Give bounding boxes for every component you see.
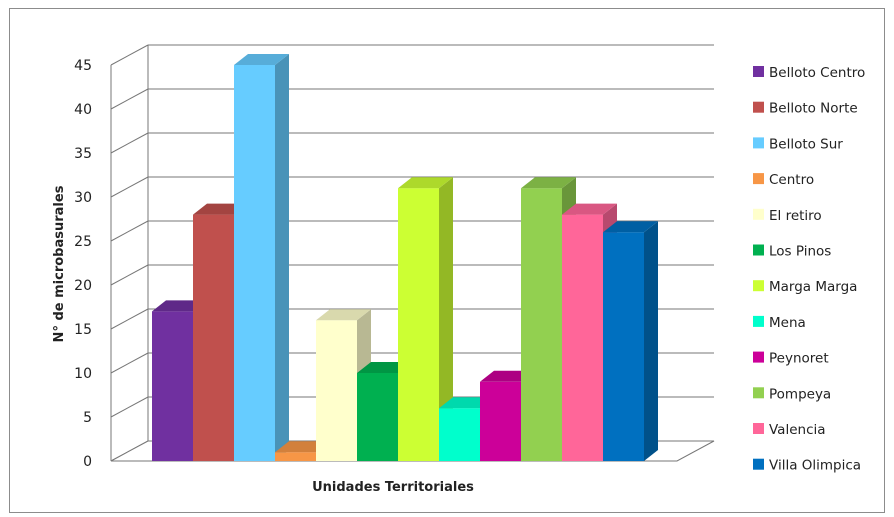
bar-side: [644, 221, 658, 461]
legend-label: Belloto Norte: [769, 101, 858, 117]
gridline-diagonal: [110, 220, 149, 242]
gridline-diagonal: [110, 396, 149, 418]
bar-top: [398, 177, 453, 189]
legend-label: Villa Olimpica: [769, 458, 861, 474]
bar-side: [275, 54, 289, 461]
y-tick-label: 45: [74, 58, 92, 74]
gridline-diagonal: [110, 44, 149, 66]
legend-swatch: [753, 244, 764, 256]
gridline-diagonal: [110, 132, 149, 154]
legend-label: Mena: [769, 315, 806, 331]
bar-front: [357, 373, 398, 461]
bar: [234, 54, 289, 461]
legend-item: Los Pinos: [753, 244, 831, 260]
legend-label: Centro: [769, 172, 814, 188]
bar-front: [234, 65, 275, 461]
bar-front: [480, 381, 521, 461]
bar-top: [316, 309, 371, 321]
bar-top: [521, 177, 576, 189]
y-tick-label: 5: [83, 410, 92, 426]
legend-swatch: [753, 173, 764, 185]
gridline-diagonal: [110, 308, 149, 330]
legend-item: Villa Olimpica: [753, 458, 861, 474]
bar-top: [562, 203, 617, 215]
bar-front: [439, 408, 480, 461]
legend-item: Mena: [753, 315, 806, 331]
bar-front: [316, 320, 357, 461]
legend-swatch: [753, 137, 764, 149]
bar-front: [521, 188, 562, 461]
y-tick-label: 35: [74, 146, 92, 162]
y-tick-label: 10: [74, 366, 92, 382]
y-axis-title: N° de microbasurales: [52, 185, 67, 342]
legend-swatch: [753, 423, 764, 434]
y-tick-label: 0: [83, 454, 92, 470]
gridline-diagonal: [110, 88, 149, 110]
gridline-diagonal: [110, 176, 149, 198]
y-tick-label: 15: [74, 322, 92, 338]
bar-front: [275, 452, 316, 461]
legend-label: Los Pinos: [769, 244, 831, 260]
legend-label: Pompeya: [769, 386, 831, 402]
y-tick-label: 25: [74, 234, 92, 250]
legend-swatch: [753, 280, 764, 292]
legend-item: Belloto Centro: [753, 65, 865, 81]
legend-swatch: [753, 66, 764, 77]
bar: [398, 177, 453, 461]
bar: [603, 221, 658, 461]
legend-item: Valencia: [753, 422, 826, 438]
legend-swatch: [753, 387, 764, 399]
bar-front: [193, 214, 234, 461]
legend-item: Belloto Sur: [753, 136, 843, 152]
bar-top: [603, 221, 658, 233]
legend-swatch: [753, 315, 764, 327]
y-tick-labels: 0 5 10 15 20 25 30 35 40 45: [74, 58, 92, 470]
bar-top: [234, 54, 289, 65]
bar-side: [439, 177, 453, 461]
legend-swatch: [753, 458, 764, 470]
legend: Belloto Centro Belloto Norte Belloto Sur Ce…: [753, 65, 865, 474]
bar-front: [562, 214, 603, 461]
legend-label: Belloto Sur: [769, 136, 843, 152]
legend-swatch: [753, 101, 764, 113]
legend-item: El retiro: [753, 208, 822, 224]
legend-label: El retiro: [769, 208, 822, 224]
y-tick-label: 20: [74, 278, 92, 294]
bar-front: [152, 311, 193, 461]
bar-front: [398, 188, 439, 461]
legend-label: Marga Marga: [769, 279, 857, 295]
gridline-diagonal: [110, 352, 149, 374]
legend-item: Centro: [753, 172, 814, 188]
legend-swatch: [753, 351, 764, 363]
legend-label: Peynoret: [769, 351, 829, 367]
legend-label: Valencia: [769, 422, 826, 438]
bars: [152, 54, 658, 461]
legend-label: Belloto Centro: [769, 65, 865, 81]
y-tick-label: 30: [74, 190, 92, 206]
legend-item: Belloto Norte: [753, 101, 858, 117]
legend-item: Marga Marga: [753, 279, 857, 295]
gridline-diagonal: [110, 264, 149, 286]
legend-swatch: [753, 208, 764, 220]
y-tick-label: 40: [74, 102, 92, 118]
legend-item: Peynoret: [753, 351, 829, 367]
bar-front: [603, 232, 644, 461]
legend-item: Pompeya: [753, 386, 831, 402]
x-axis-title: Unidades Territoriales: [312, 480, 474, 495]
